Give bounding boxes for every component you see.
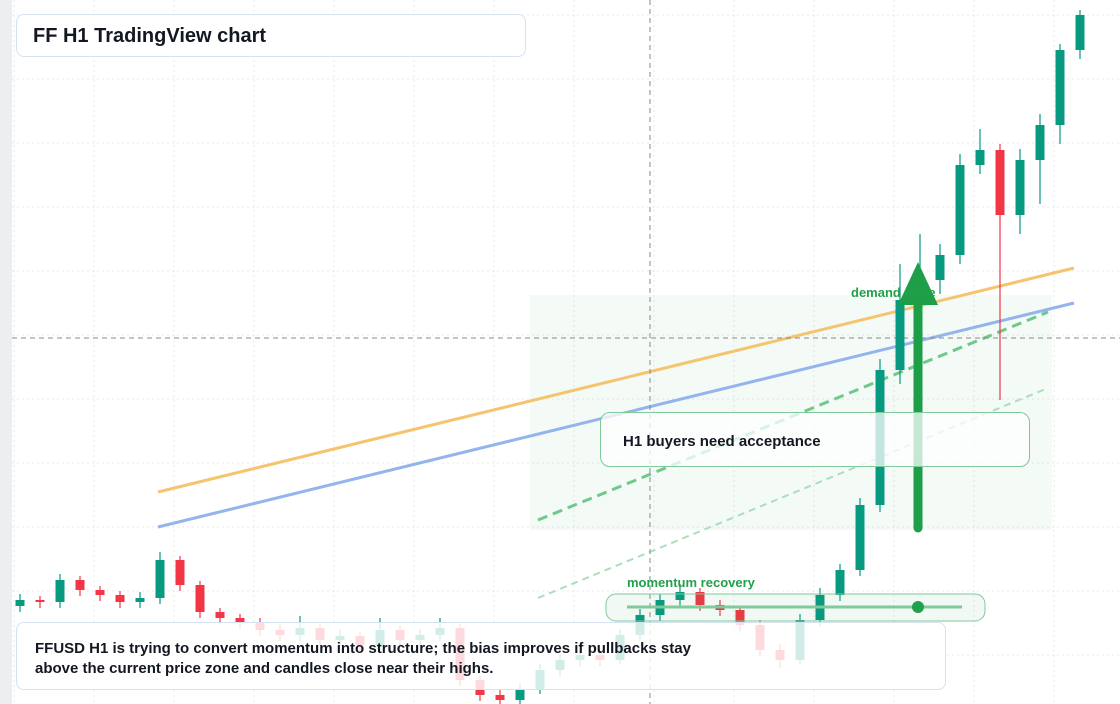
candle-body: [215, 612, 225, 618]
candle-body: [55, 580, 65, 602]
candle-body: [235, 618, 245, 622]
candle-body: [995, 150, 1005, 215]
candle-body: [695, 592, 705, 605]
candle-body: [855, 505, 865, 570]
candle-body: [1015, 160, 1025, 215]
candle-body: [935, 255, 945, 280]
momentum-label: momentum recovery: [627, 575, 755, 590]
candle-body: [1055, 50, 1065, 125]
title: FF H1 TradingView chart: [16, 14, 526, 57]
candle-body: [135, 598, 145, 602]
candle-body: [75, 580, 85, 590]
left-rail: [0, 0, 12, 704]
candle-body: [115, 595, 125, 602]
candle-body: [735, 610, 745, 625]
candle-body: [175, 560, 185, 585]
candle-body: [35, 600, 45, 602]
candle-body: [195, 585, 205, 612]
candle-body: [155, 560, 165, 598]
candle-body: [1075, 15, 1085, 50]
candle-body: [895, 300, 905, 370]
note-line: FFUSD H1 is trying to convert momentum i…: [35, 640, 691, 657]
momentum-dot: [912, 601, 924, 613]
candle-body: [955, 165, 965, 255]
note-line: above the current price zone and candles…: [35, 660, 494, 677]
candle-body: [95, 590, 105, 595]
candle-body: [675, 592, 685, 600]
candle-body: [1035, 125, 1045, 160]
note: FFUSD H1 is trying to convert momentum i…: [16, 622, 946, 690]
candle-body: [515, 690, 525, 700]
candle-body: [975, 150, 985, 165]
candle-body: [495, 695, 505, 700]
buyers-callout: H1 buyers need acceptance: [600, 412, 1030, 467]
candle-body: [15, 600, 25, 606]
arrow-head: [898, 262, 938, 305]
demand-label: demand node: [851, 285, 936, 300]
candle-body: [835, 570, 845, 595]
